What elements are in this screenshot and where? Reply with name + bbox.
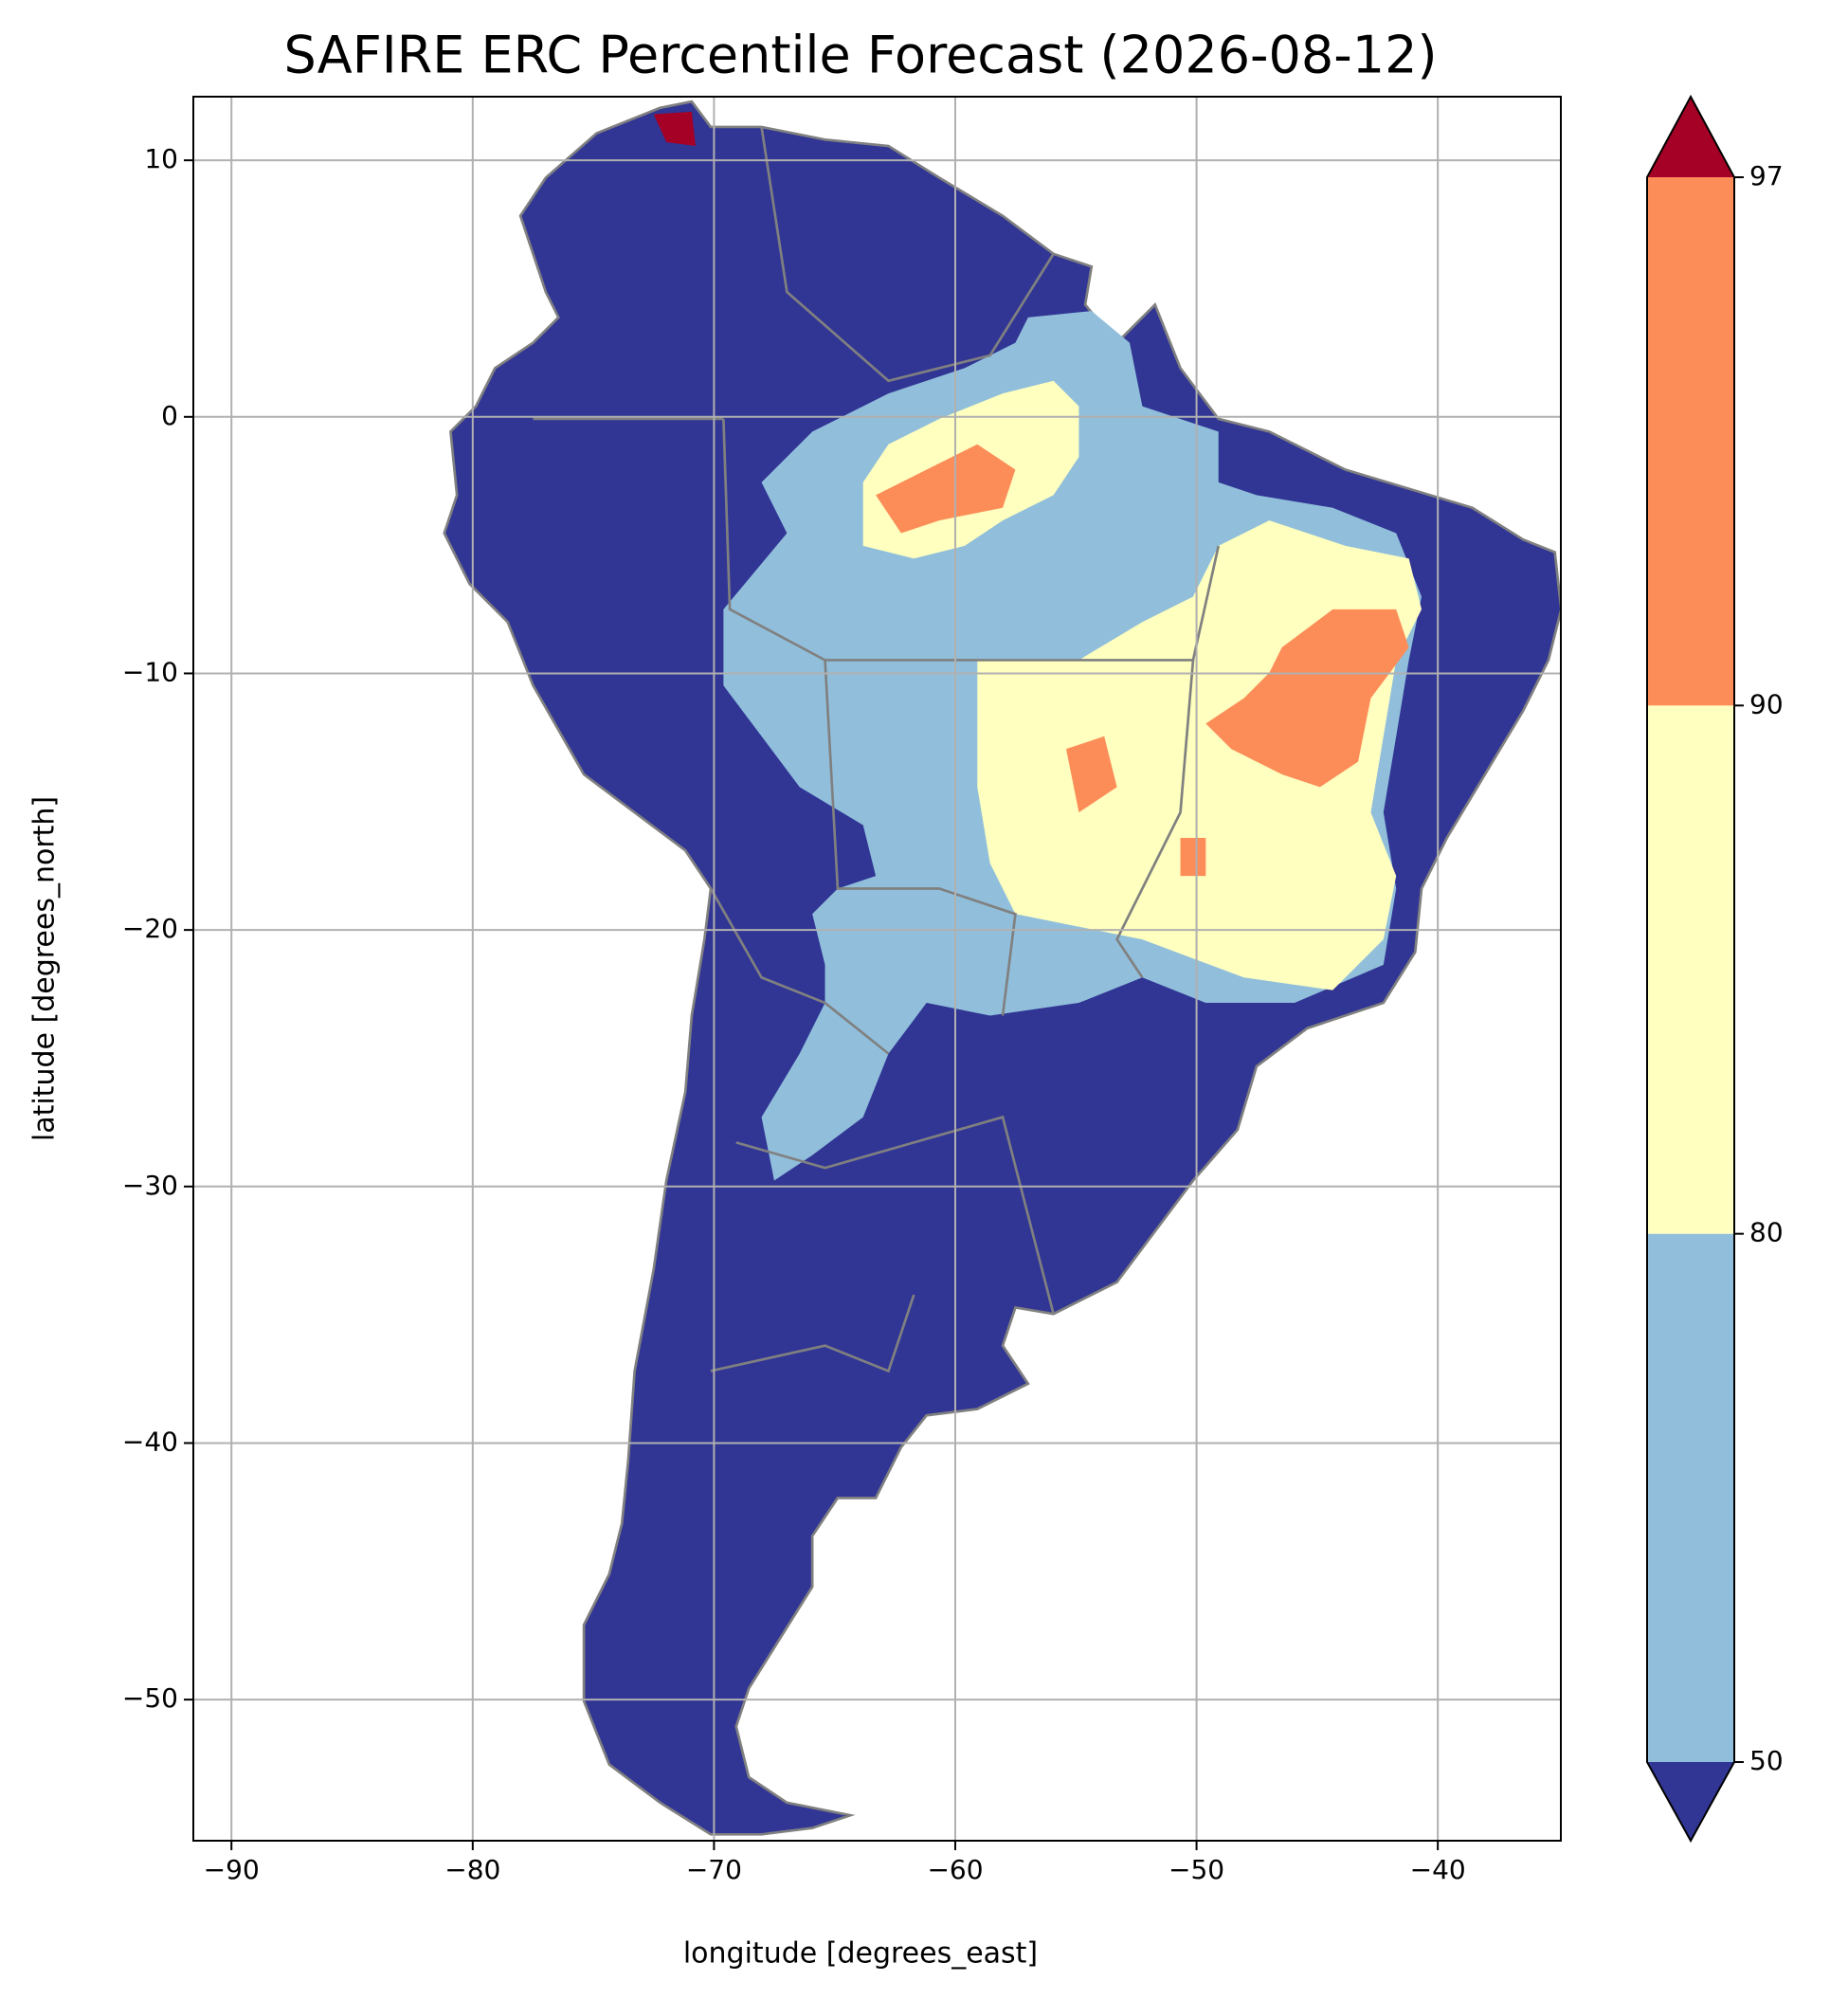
colorbar-tick-label: 97 (1749, 160, 1784, 191)
colorbar-segment (1647, 177, 1734, 706)
grid (193, 97, 1561, 1841)
colorbar-segment (1647, 705, 1734, 1234)
colorbar-tick-label: 90 (1749, 688, 1784, 719)
y-tick-label: −40 (122, 1426, 178, 1457)
chart-title: SAFIRE ERC Percentile Forecast (2026-08-… (283, 26, 1437, 85)
map-region (1066, 736, 1117, 813)
colorbar-tick-label: 80 (1749, 1217, 1784, 1248)
map-region (1180, 837, 1206, 877)
colorbar-extend-low (1647, 1762, 1734, 1841)
x-tick-label: −70 (686, 1854, 742, 1885)
x-tick-label: −80 (444, 1854, 500, 1885)
map (443, 100, 1561, 1836)
y-tick-label: −30 (122, 1170, 178, 1201)
map-region (1205, 609, 1409, 788)
map-region (653, 111, 696, 147)
x-tick-label: −60 (927, 1854, 983, 1885)
y-tick-label: −50 (122, 1682, 178, 1714)
colorbar-extend-high (1647, 97, 1734, 177)
x-tick-label: −90 (204, 1854, 260, 1885)
x-tick-label: −40 (1410, 1854, 1466, 1885)
y-tick-label: 10 (144, 143, 178, 174)
y-tick-label: 0 (161, 400, 178, 431)
y-tick-label: −10 (122, 656, 178, 687)
y-axis-label: latitude [degrees_north] (28, 796, 62, 1141)
colorbar-tick-label: 50 (1749, 1745, 1784, 1776)
plot-frame (192, 96, 1562, 1842)
colorbar: 50 80 90 97 (1646, 94, 1784, 1844)
y-tick-label: −20 (122, 913, 178, 944)
x-axis-label: longitude [degrees_east] (683, 1937, 1038, 1971)
colorbar-segment (1647, 1233, 1734, 1762)
x-tick-label: −50 (1169, 1854, 1224, 1885)
map-region (876, 444, 1016, 534)
